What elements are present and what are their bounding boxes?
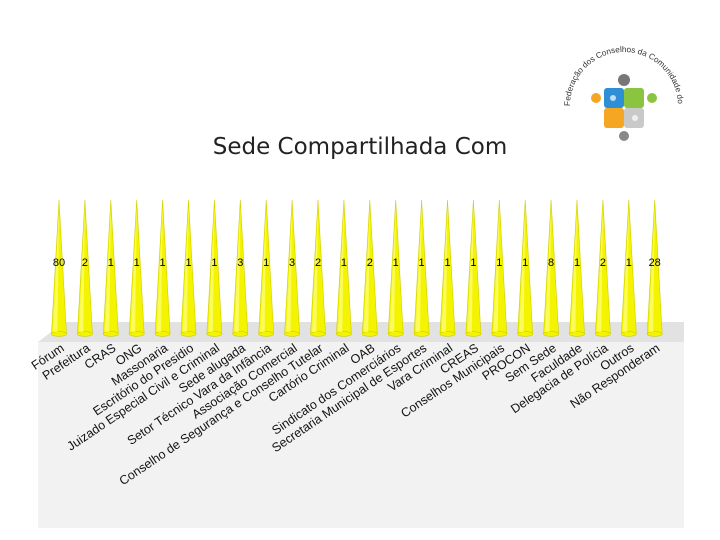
chart-cone-base: [439, 331, 456, 337]
chart-cone-base: [51, 331, 67, 337]
chart-cone-highlight: [648, 206, 655, 332]
chart-cone-highlight: [467, 206, 474, 332]
chart-cone-base: [413, 331, 430, 337]
chart-value-label: 1: [470, 257, 476, 269]
chart-cone-base: [77, 331, 93, 337]
chart-cone-highlight: [493, 206, 500, 332]
chart-value-label: 1: [419, 257, 425, 269]
chart-cone-highlight: [182, 206, 189, 332]
chart-cone-highlight: [208, 206, 215, 332]
chart-value-label: 1: [185, 257, 191, 269]
chart-cone-highlight: [312, 206, 318, 332]
chart-cone-highlight: [260, 206, 267, 332]
chart-cone-highlight: [415, 206, 422, 332]
chart-cone-highlight: [571, 206, 577, 332]
logo: Federação dos Conselhos da Comunidade do…: [553, 29, 692, 164]
chart-cone-base: [595, 331, 611, 337]
chart-cone-base: [543, 331, 559, 337]
chart-cone-base: [517, 331, 534, 337]
chart-value-label: 1: [444, 257, 450, 269]
chart-value-label: 1: [574, 257, 580, 269]
chart-cone-highlight: [596, 206, 603, 332]
chart-title: Sede Compartilhada Com: [212, 134, 508, 160]
chart-cone-highlight: [363, 206, 370, 332]
chart-cones: [51, 199, 663, 337]
chart-cone-base: [310, 331, 326, 337]
chart-cone-base: [569, 331, 585, 337]
chart-cone-highlight: [53, 206, 59, 332]
puzzle-people-logo-icon: [591, 74, 657, 141]
chart-value-label: 2: [367, 257, 373, 269]
chart-cone-base: [284, 331, 300, 337]
chart-cone-base: [620, 331, 637, 337]
chart-value-label: 2: [315, 257, 321, 269]
chart-value-label: 1: [393, 257, 399, 269]
chart-cone-highlight: [286, 206, 293, 332]
chart-cone-base: [103, 331, 119, 337]
chart-cone-base: [465, 331, 482, 337]
chart-value-label: 3: [237, 257, 243, 269]
chart-value-label: 1: [263, 257, 269, 269]
chart-value-label: 1: [341, 257, 347, 269]
chart-value-label: 1: [211, 257, 217, 269]
chart-value-label: 80: [53, 257, 65, 269]
chart-cone-base: [258, 331, 275, 337]
chart-value-label: 1: [108, 257, 114, 269]
chart-cone-highlight: [441, 206, 448, 332]
chart-cone-highlight: [389, 206, 396, 332]
chart-value-label: 3: [289, 257, 295, 269]
chart-cone-base: [387, 331, 404, 337]
chart-cone-base: [646, 331, 663, 337]
chart-cone-base: [491, 331, 508, 337]
chart-cone-base: [180, 331, 197, 337]
chart-cone-base: [206, 331, 223, 337]
chart-cone-base: [361, 331, 378, 337]
chart-value-label: 28: [649, 257, 661, 269]
chart-cone-base: [154, 331, 171, 337]
chart-cone-highlight: [156, 206, 163, 332]
chart-value-label: 1: [626, 257, 632, 269]
chart-cone-highlight: [622, 206, 629, 332]
chart-cone-base: [128, 331, 145, 337]
chart-cone-highlight: [78, 206, 85, 332]
chart-value-labels: 80 2 1 1 1 1 1 3 1 3 2 1 2 1 1 1 1 1 1 8 1 2 1 28: [53, 257, 661, 269]
chart-value-label: 8: [548, 257, 554, 269]
chart-cone-highlight: [234, 206, 241, 332]
chart-cone-highlight: [130, 206, 137, 332]
chart-value-label: 2: [82, 257, 88, 269]
chart-value-label: 1: [496, 257, 502, 269]
chart-cone-highlight: [545, 206, 552, 332]
chart-cone-base: [336, 331, 352, 337]
chart-value-label: 2: [600, 257, 606, 269]
chart-value-label: 1: [522, 257, 528, 269]
chart-front-plate: [38, 342, 684, 528]
chart-cone-highlight: [337, 206, 344, 332]
chart-value-label: 1: [160, 257, 166, 269]
chart-value-label: 1: [134, 257, 140, 269]
chart-cone-highlight: [519, 206, 526, 332]
chart-cone-highlight: [104, 206, 111, 332]
chart-cone-base: [232, 331, 249, 337]
